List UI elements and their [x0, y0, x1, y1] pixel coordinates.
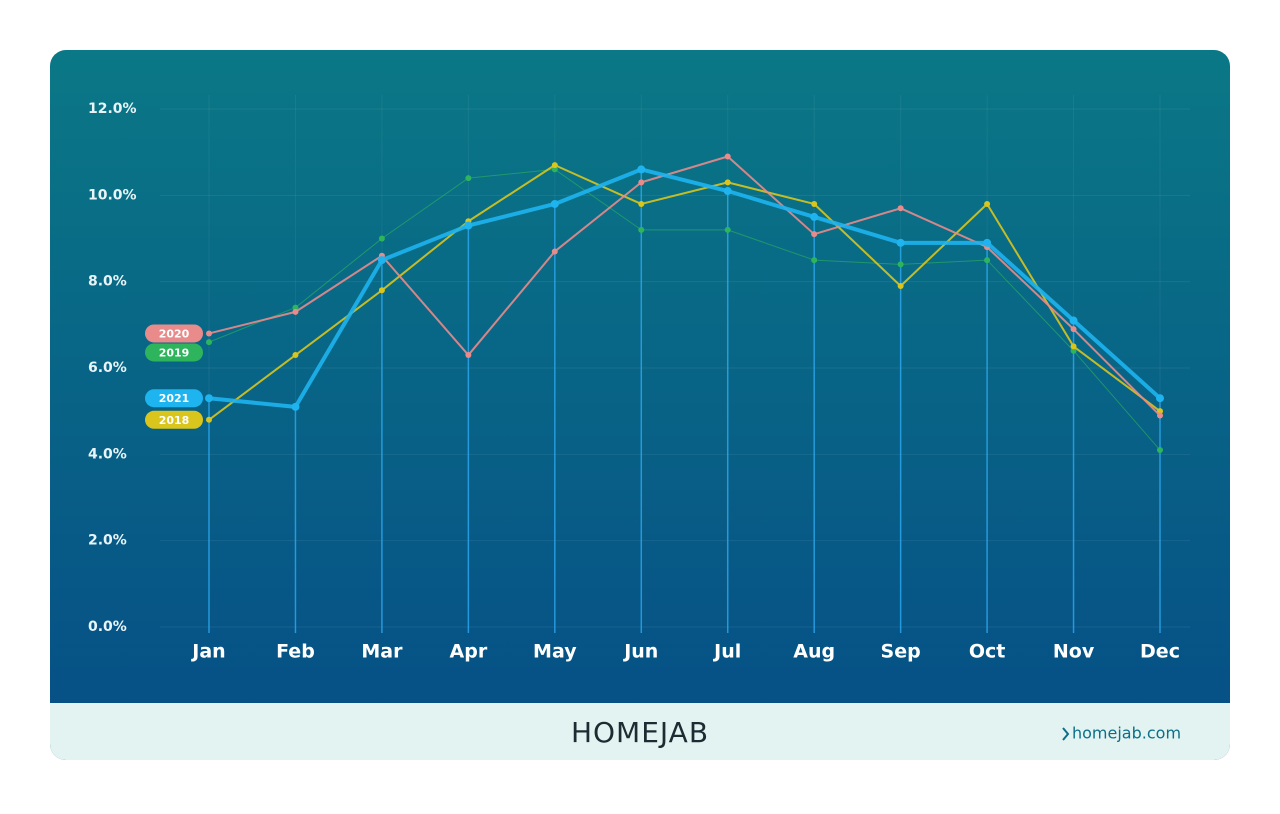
link-icon — [1062, 727, 1070, 741]
point — [206, 330, 212, 337]
point — [723, 187, 732, 196]
point — [1070, 326, 1077, 333]
legend-label: 2019 — [159, 346, 190, 359]
point — [724, 153, 731, 160]
point — [465, 352, 472, 359]
x-tick-label: Jun — [622, 641, 658, 663]
y-tick-label: 10.0% — [88, 187, 137, 203]
x-tick-label: Oct — [969, 641, 1006, 663]
point — [897, 205, 904, 212]
y-tick-label: 6.0% — [88, 360, 127, 376]
point — [1070, 343, 1077, 350]
y-tick-label: 2.0% — [88, 533, 127, 549]
x-tick-label: Jan — [190, 641, 225, 663]
y-tick-label: 4.0% — [88, 446, 127, 462]
point — [551, 166, 558, 173]
point — [897, 282, 904, 289]
point — [811, 200, 818, 207]
point — [206, 339, 212, 346]
point — [378, 287, 385, 294]
point — [638, 179, 645, 186]
point — [1069, 316, 1078, 325]
site-link[interactable]: homejab.com — [1072, 724, 1181, 743]
point — [897, 261, 904, 268]
point — [205, 394, 213, 403]
legend-pill — [145, 389, 203, 408]
x-tick-label: Feb — [276, 641, 315, 663]
legend-label: 2018 — [159, 414, 190, 427]
point — [638, 226, 645, 233]
series-line — [208, 164, 1161, 421]
legend-pill — [145, 324, 203, 343]
point — [811, 257, 818, 264]
x-tick-label: Apr — [450, 641, 488, 663]
point — [896, 238, 905, 247]
point — [1157, 412, 1163, 419]
legend-pill — [145, 343, 203, 362]
x-tick-label: Mar — [361, 641, 403, 663]
point — [292, 308, 299, 315]
x-tick-label: Nov — [1053, 641, 1095, 663]
point — [984, 200, 991, 207]
point — [637, 165, 646, 174]
point — [724, 179, 731, 186]
x-tick-label: Jul — [712, 641, 741, 663]
point — [810, 212, 819, 221]
x-tick-label: Sep — [881, 641, 921, 663]
legend-pill — [145, 410, 203, 429]
plot: 0.0% 2.0% 4.0% 6.0% 8.0% 10.0% 12.0% Jan Feb Mar A… — [88, 95, 1190, 663]
point — [292, 352, 299, 359]
point — [551, 248, 558, 255]
point — [464, 221, 473, 230]
point — [1070, 347, 1077, 354]
point — [291, 402, 300, 411]
point — [465, 175, 472, 182]
point — [551, 162, 558, 169]
point — [292, 304, 299, 311]
y-tick-label: 12.0% — [88, 101, 137, 117]
y-tick-label: 8.0% — [88, 274, 127, 290]
point — [638, 200, 645, 207]
legend-label: 2020 — [159, 327, 190, 340]
x-tick-label: Aug — [793, 641, 835, 663]
point — [811, 231, 818, 238]
point — [550, 199, 559, 208]
point — [377, 256, 386, 265]
point — [983, 238, 992, 247]
point — [724, 226, 731, 233]
x-tick-label: Dec — [1140, 641, 1180, 663]
logo: HOMEJAB — [571, 716, 709, 749]
series-line — [208, 167, 1162, 409]
footer — [50, 703, 1230, 760]
x-tick-label: May — [533, 641, 577, 663]
point — [378, 235, 385, 242]
point — [206, 416, 212, 423]
legend-label: 2021 — [159, 392, 190, 405]
point — [984, 257, 991, 264]
series-line — [208, 168, 1161, 451]
point — [1157, 447, 1163, 454]
series-line — [208, 155, 1161, 417]
y-tick-label: 0.0% — [88, 619, 127, 635]
point — [1156, 394, 1164, 403]
